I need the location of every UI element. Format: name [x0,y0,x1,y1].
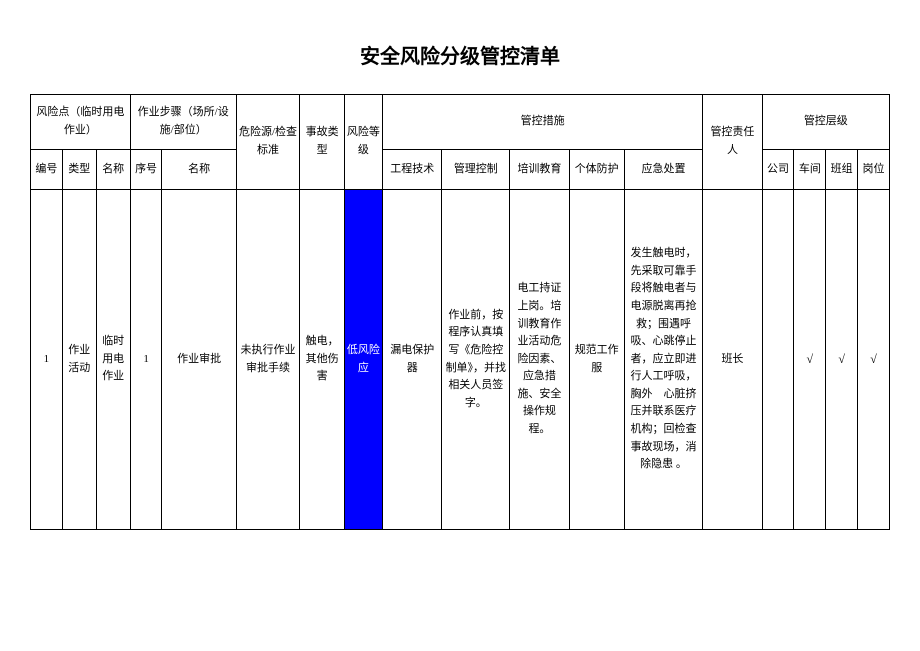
cell-company [762,190,794,530]
cell-step-name: 作业审批 [162,190,236,530]
header-sub-training: 培训教育 [510,150,569,190]
cell-type: 作业活动 [62,190,96,530]
cell-responsible: 班长 [703,190,762,530]
header-sub-post: 岗位 [858,150,890,190]
header-sub-ppe: 个体防护 [569,150,624,190]
header-sub-seq: 序号 [130,150,162,190]
header-sub-workshop: 车间 [794,150,826,190]
header-responsible: 管控责任人 [703,95,762,190]
cell-ppe: 规范工作服 [569,190,624,530]
cell-team: √ [826,190,858,530]
cell-workshop: √ [794,190,826,530]
cell-emergency: 发生触电时，先采取可靠手段将触电者与电源脱离再抢救；围遇呼吸、心跳停止者，应立即… [624,190,702,530]
header-risk-point: 风险点（临时用电作业） [31,95,131,150]
header-sub-team: 班组 [826,150,858,190]
header-sub-type: 类型 [62,150,96,190]
cell-num: 1 [31,190,63,530]
header-control-level: 管控层级 [762,95,889,150]
header-work-steps: 作业步骤（场所/设施/部位） [130,95,236,150]
header-risk-level: 风险等级 [344,95,382,190]
cell-training: 电工持证上岗。培训教育作业活动危险因素、应急措施、安全操作规程。 [510,190,569,530]
header-sub-eng: 工程技术 [383,150,442,190]
risk-control-table: 风险点（临时用电作业） 作业步骤（场所/设施/部位） 危险源/检查标准 事故类型… [30,94,890,530]
cell-name: 临时用电作业 [96,190,130,530]
header-sub-name2: 名称 [162,150,236,190]
header-accident: 事故类型 [300,95,345,190]
header-control-measures: 管控措施 [383,95,703,150]
cell-accident: 触电，其他伤害 [300,190,345,530]
cell-seq: 1 [130,190,162,530]
cell-hazard: 未执行作业审批手续 [236,190,300,530]
cell-post: √ [858,190,890,530]
header-sub-mgmt: 管理控制 [442,150,510,190]
cell-mgmt: 作业前，按程序认真填写《危险控制单》，并找相关人员签字。 [442,190,510,530]
page-title: 安全风险分级管控清单 [30,40,890,69]
cell-eng: 漏电保护器 [383,190,442,530]
table-row: 1 作业活动 临时用电作业 1 作业审批 未执行作业审批手续 触电，其他伤害 低… [31,190,890,530]
header-hazard: 危险源/检查标准 [236,95,300,190]
header-sub-num: 编号 [31,150,63,190]
header-sub-company: 公司 [762,150,794,190]
cell-risk-level: 低风险应 [344,190,382,530]
header-sub-emergency: 应急处置 [624,150,702,190]
header-sub-name1: 名称 [96,150,130,190]
